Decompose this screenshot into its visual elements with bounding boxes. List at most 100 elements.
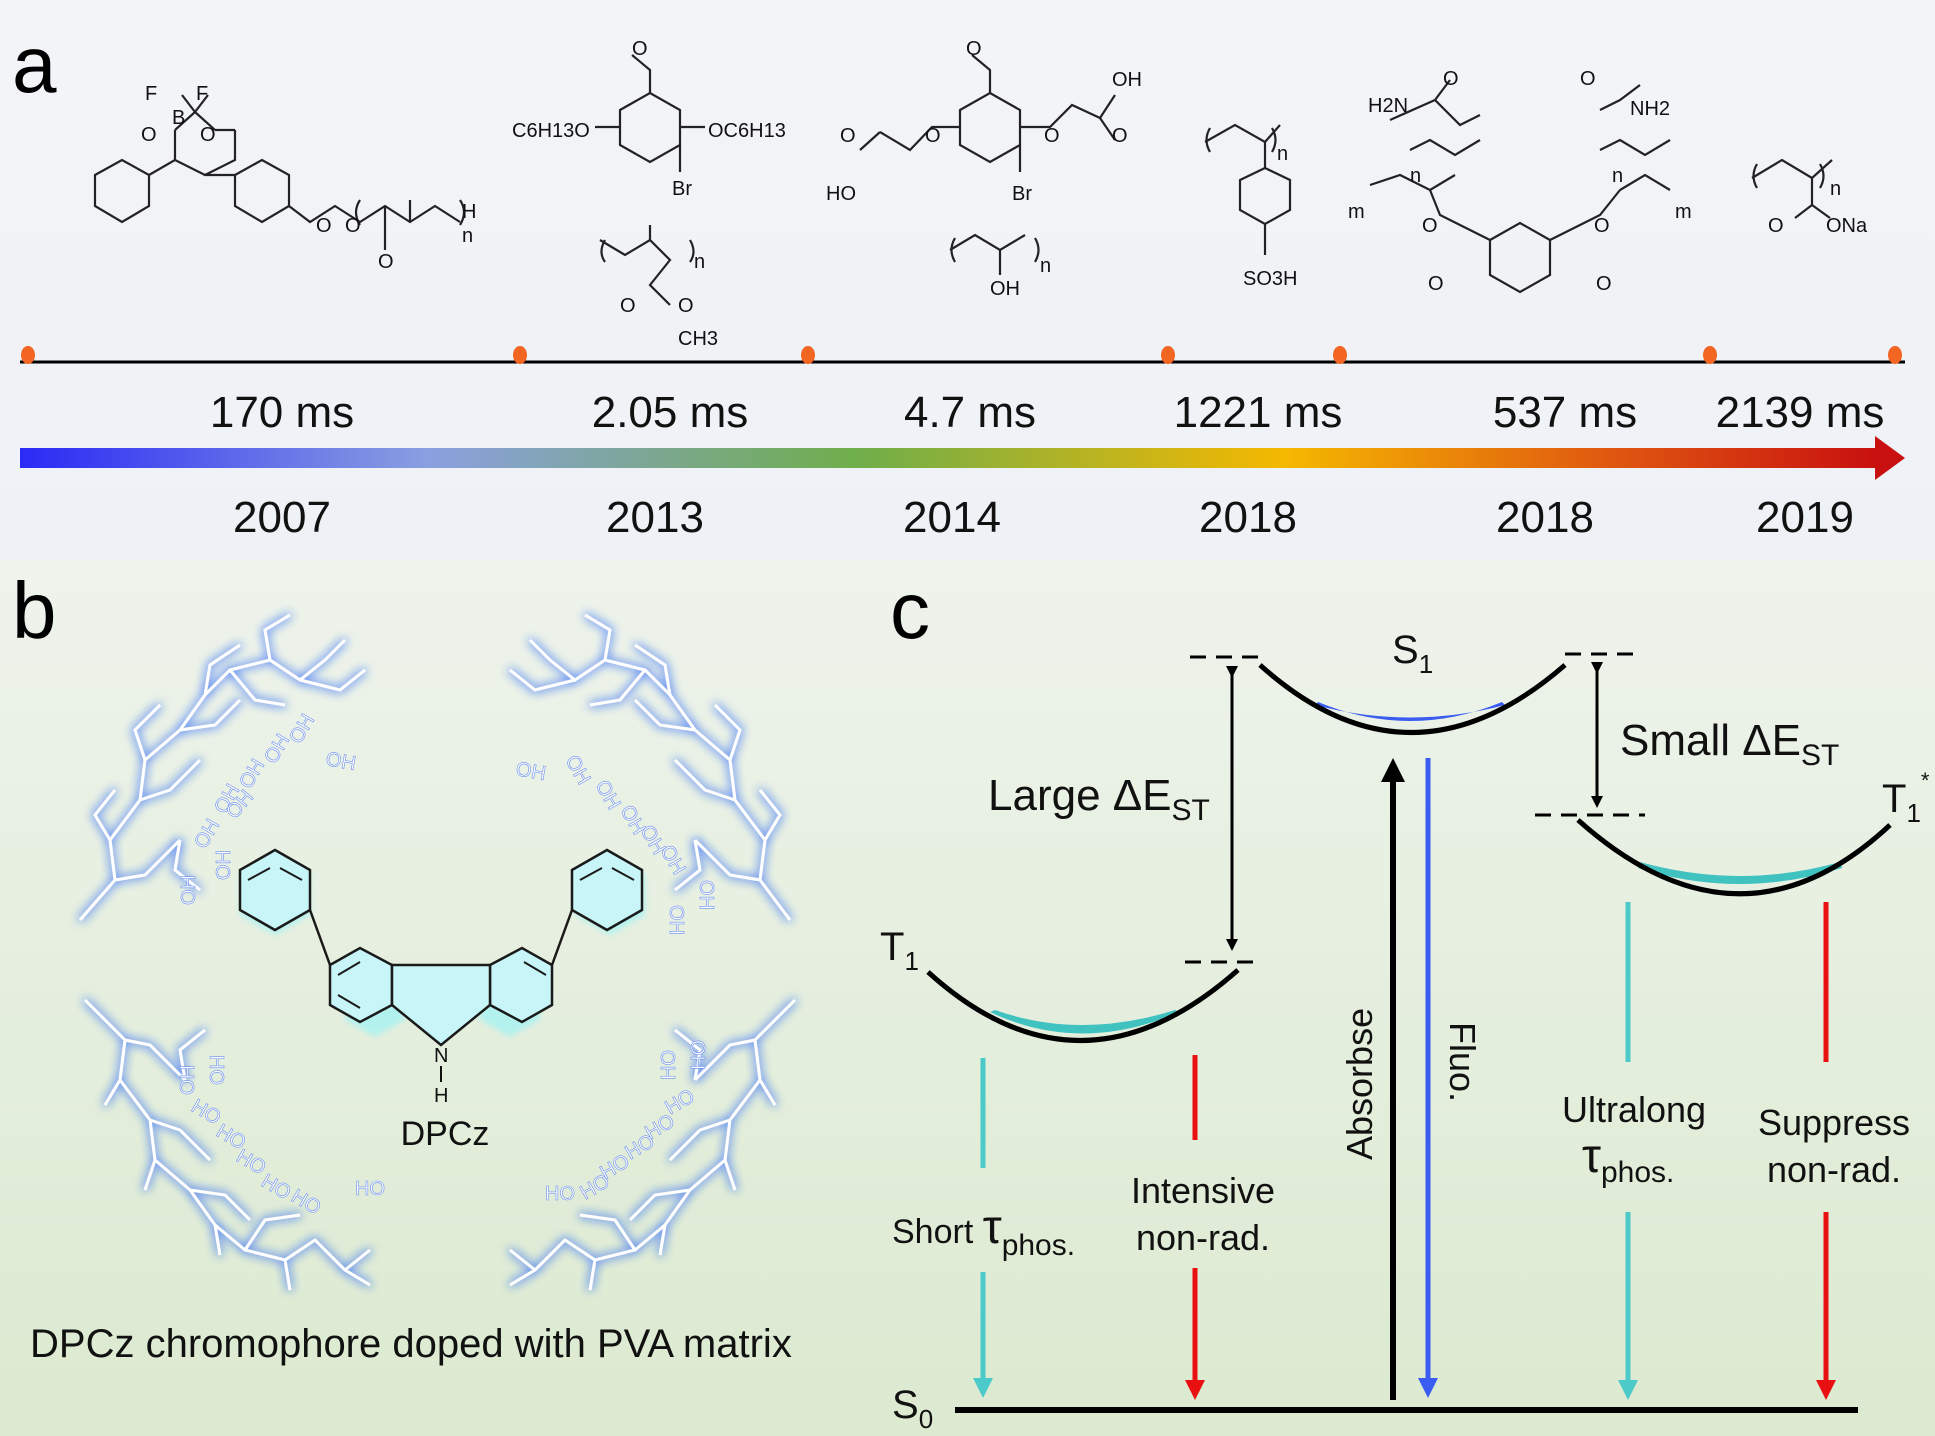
suppress-label-2: non-rad. xyxy=(1767,1149,1901,1190)
gradient-arrow-head xyxy=(1875,436,1905,480)
atom-h: H xyxy=(462,201,476,223)
s1-curve xyxy=(1258,663,1567,735)
atom-b: B xyxy=(172,107,185,129)
atom-o3c: O xyxy=(1044,125,1060,147)
panel-a-background xyxy=(0,0,1935,560)
t1-label: T1 xyxy=(880,925,919,976)
atom-o3a: O xyxy=(840,125,856,147)
timeline-dot-5 xyxy=(1333,346,1347,364)
atom-o3d: O xyxy=(1112,125,1128,147)
atom-n4: n xyxy=(1277,143,1288,165)
compound-bf2-pla: F F B O O O O O H n xyxy=(93,83,476,273)
timeline-dot-1 xyxy=(21,346,35,364)
atom-br: Br xyxy=(672,178,692,200)
atom-n3: n xyxy=(1040,255,1051,277)
atom-o5d: O xyxy=(1594,215,1610,237)
atom-f2: F xyxy=(196,83,208,105)
atom-o5e: O xyxy=(1428,273,1444,295)
year-6: 2019 xyxy=(1756,493,1854,542)
hydroxyl-label: HO xyxy=(355,1178,385,1200)
small-gap-label: Small ΔEST xyxy=(1620,716,1839,772)
atom-o5b: O xyxy=(1580,68,1596,90)
panel-b-letter: b xyxy=(12,566,57,655)
atom-o-ald3: O xyxy=(966,38,982,60)
fluo-label: Fluo. xyxy=(1442,1022,1483,1102)
t1star-curve xyxy=(1576,818,1892,897)
hydroxyl-label: OH xyxy=(213,850,235,880)
timeline-dots xyxy=(21,346,1902,364)
atom-m5a: m xyxy=(1348,201,1365,223)
hydroxyl-label: OH xyxy=(695,880,717,910)
panel-bc-background xyxy=(0,560,1935,1436)
suppress-label-1: Suppress xyxy=(1758,1102,1910,1143)
timeline-dot-4 xyxy=(1161,346,1175,364)
atom-o1: O xyxy=(141,124,157,146)
atom-o5: O xyxy=(378,251,394,273)
year-4: 2018 xyxy=(1199,493,1297,542)
atom-h2n: H2N xyxy=(1368,95,1408,117)
atom-nh2: NH2 xyxy=(1630,98,1670,120)
atom-ona: ONa xyxy=(1826,215,1868,237)
lifetime-6: 2139 ms xyxy=(1716,388,1885,437)
atom-o-ester1: O xyxy=(620,295,636,317)
dpcz-label: DPCz xyxy=(401,1115,490,1153)
atom-m5b: m xyxy=(1675,201,1692,223)
atom-oh3: OH xyxy=(1112,69,1142,91)
atom-ch3: CH3 xyxy=(678,328,718,350)
atom-n5a: n xyxy=(1410,165,1421,187)
hydroxyl-label: HO xyxy=(688,1040,710,1070)
atom-o-ald: O xyxy=(632,38,648,60)
lifetime-3: 4.7 ms xyxy=(904,388,1036,437)
atom-n2: n xyxy=(694,251,705,273)
timeline-dot-6 xyxy=(1703,346,1717,364)
hydroxyl-label: OH xyxy=(665,905,687,935)
ultralong-tau: τphos. xyxy=(1582,1130,1674,1189)
atom-o6: O xyxy=(1768,215,1784,237)
atom-o3: O xyxy=(316,215,332,237)
atom-c6h13o: C6H13O xyxy=(512,120,590,142)
t1-curve xyxy=(926,968,1240,1043)
absorb-label: Absorbse xyxy=(1339,1008,1380,1160)
atom-ho3: HO xyxy=(826,183,856,205)
compound-sodium-polyacrylate: n O ONa xyxy=(1751,158,1868,237)
t1star-fill xyxy=(1638,862,1842,884)
lifetime-2: 2.05 ms xyxy=(592,388,749,437)
atom-h-dpcz: H xyxy=(434,1085,448,1107)
atom-oc6h13: OC6H13 xyxy=(708,120,786,142)
hydroxyl-label: HO xyxy=(175,1065,197,1095)
short-phos-label: Short τphos. xyxy=(892,1201,1075,1262)
atom-f1: F xyxy=(145,83,157,105)
atom-o5a: O xyxy=(1443,68,1459,90)
year-1: 2007 xyxy=(233,493,331,542)
compound-aldehyde-pva: O OH O O O O HO Br n OH xyxy=(826,38,1142,300)
panel-a: a F F B O O O O O H n O xyxy=(12,20,1905,542)
compound-aldehyde-pma: O C6H13O OC6H13 Br n O O CH3 xyxy=(512,38,786,350)
ultralong-label: Ultralong xyxy=(1562,1089,1706,1130)
lifetime-1: 170 ms xyxy=(210,388,354,437)
atom-n6: n xyxy=(1830,178,1841,200)
year-2: 2013 xyxy=(606,493,704,542)
compound-pssa: n SO3H xyxy=(1204,123,1297,290)
timeline-dot-2 xyxy=(513,346,527,364)
atom-n: n xyxy=(462,225,473,247)
atom-o4: O xyxy=(345,215,361,237)
hydroxyl-label: HO xyxy=(545,1183,575,1205)
lifetime-4: 1221 ms xyxy=(1174,388,1343,437)
lifetime-5: 537 ms xyxy=(1493,388,1637,437)
atom-oh3b: OH xyxy=(990,278,1020,300)
timeline-dot-3 xyxy=(801,346,815,364)
timeline-dot-7 xyxy=(1888,346,1902,364)
s0-label: S0 xyxy=(892,1383,933,1434)
atom-br3: Br xyxy=(1012,183,1032,205)
dpcz-molecule: N H DPCz xyxy=(238,848,645,1153)
atom-n5b: n xyxy=(1612,165,1623,187)
hydroxyl-label: HO xyxy=(205,1055,227,1085)
hydroxyl-label: HO xyxy=(658,1050,680,1080)
panel-c: c S1 T1 T1* S0 Large ΔEST Small ΔEST Abs… xyxy=(880,566,1930,1434)
panel-c-letter: c xyxy=(890,566,930,655)
gradient-bar xyxy=(20,448,1880,468)
compound-acrylamide-copolymer: H2N O O NH2 n n m m O O O O xyxy=(1348,68,1692,295)
year-3: 2014 xyxy=(903,493,1001,542)
intensive-label-2: non-rad. xyxy=(1136,1217,1270,1258)
